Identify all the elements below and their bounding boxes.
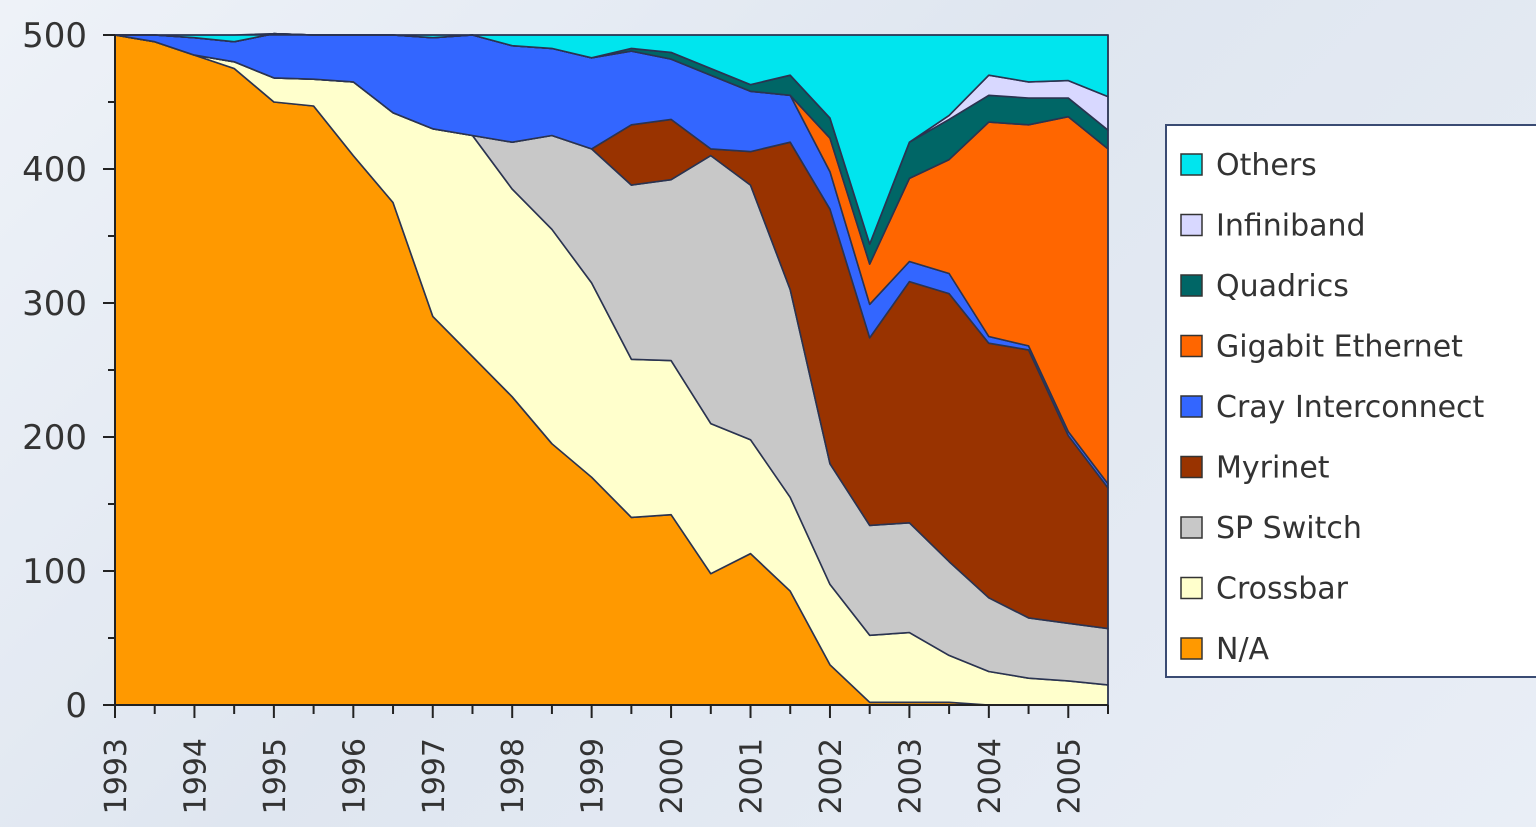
legend-swatch-crossbar	[1180, 576, 1203, 600]
legend-swatch-n-a	[1180, 637, 1203, 660]
legend-label-myrinet: Myrinet	[1216, 451, 1330, 486]
y-tick-label: 500	[22, 16, 87, 56]
x-tick-label: 1993	[99, 738, 134, 814]
legend-swatch-gigabit-ethernet	[1180, 334, 1203, 358]
x-tick-label: 1999	[576, 738, 611, 814]
x-tick-label: 1994	[178, 738, 213, 814]
series-areas	[114, 32, 1109, 706]
y-tick-label: 200	[22, 418, 87, 458]
legend-label-sp-switch: SP Switch	[1216, 511, 1362, 546]
x-tick-label: 1995	[258, 738, 293, 814]
legend-label-cray-interconnect: Cray Interconnect	[1216, 390, 1485, 425]
legend-box	[1165, 124, 1536, 678]
y-tick-label: 300	[22, 284, 87, 324]
x-tick-label: 1996	[337, 738, 372, 814]
legend-swatch-sp-switch	[1180, 516, 1203, 539]
legend-label-infiniband: Infiniband	[1216, 209, 1366, 244]
legend-swatch-myrinet	[1180, 455, 1203, 479]
legend: Others Infiniband Quadrics Gigabit Ethernet…	[1165, 124, 1536, 678]
x-tick-label: 2002	[814, 738, 849, 814]
legend-label-crossbar: Crossbar	[1216, 572, 1349, 607]
legend-label-gigabit-ethernet: Gigabit Ethernet	[1216, 330, 1463, 365]
y-tick-label: 400	[22, 150, 87, 190]
legend-label-n-a: N/A	[1216, 632, 1270, 667]
legend-swatch-infiniband	[1180, 213, 1203, 237]
x-tick-label: 1998	[496, 738, 531, 814]
x-tick-label: 2003	[893, 738, 928, 814]
y-tick-label: 100	[22, 552, 87, 592]
x-tick-label: 1997	[417, 738, 452, 814]
legend-label-quadrics: Quadrics	[1216, 269, 1349, 304]
x-tick-label: 2001	[735, 738, 770, 814]
legend-swatch-quadrics	[1180, 274, 1203, 297]
x-tick-label: 2000	[655, 738, 690, 814]
axes: 0 100 200 300 400 500 1993 1994 1995 1996 1997 1998…	[22, 16, 1109, 814]
legend-swatch-cray-interconnect	[1180, 395, 1203, 418]
legend-swatch-others	[1180, 153, 1203, 176]
x-tick-label: 2005	[1052, 738, 1087, 814]
y-tick-label: 0	[65, 686, 87, 726]
x-tick-label: 2004	[973, 738, 1008, 814]
legend-label-others: Others	[1216, 148, 1317, 183]
